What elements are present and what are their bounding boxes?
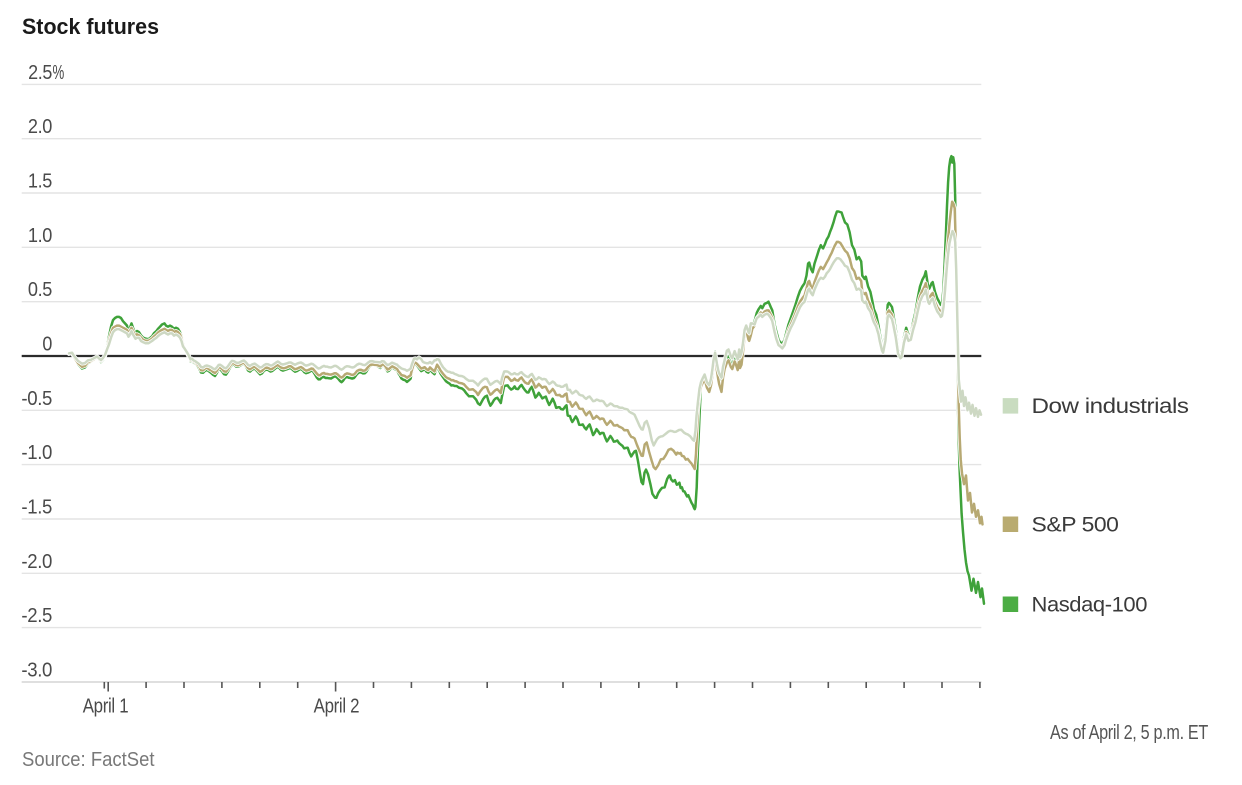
svg-text:-3.0: -3.0 [21, 660, 52, 682]
svg-text:Source: FactSet: Source: FactSet [22, 748, 155, 771]
svg-text:-1.5: -1.5 [21, 497, 52, 519]
svg-text:Stock futures: Stock futures [22, 14, 159, 39]
svg-text:2.5: 2.5 [28, 62, 52, 84]
svg-text:Nasdaq-100: Nasdaq-100 [1032, 593, 1148, 616]
svg-text:Dow industrials: Dow industrials [1032, 395, 1189, 418]
svg-text:April 1: April 1 [83, 696, 129, 718]
svg-text:-2.0: -2.0 [21, 551, 52, 573]
svg-text:S&P 500: S&P 500 [1032, 513, 1119, 536]
svg-text:2.0: 2.0 [28, 116, 52, 138]
svg-text:0: 0 [42, 334, 52, 356]
svg-text:0.5: 0.5 [28, 279, 52, 301]
svg-text:1.0: 1.0 [28, 225, 52, 247]
svg-text:1.5: 1.5 [28, 171, 52, 193]
svg-text:As of April 2, 5 p.m. ET: As of April 2, 5 p.m. ET [1050, 722, 1208, 744]
svg-text:-0.5: -0.5 [21, 388, 52, 410]
svg-text:%: % [53, 62, 65, 84]
svg-text:April 2: April 2 [314, 696, 360, 718]
svg-text:-1.0: -1.0 [21, 442, 52, 464]
svg-text:-2.5: -2.5 [21, 605, 52, 627]
